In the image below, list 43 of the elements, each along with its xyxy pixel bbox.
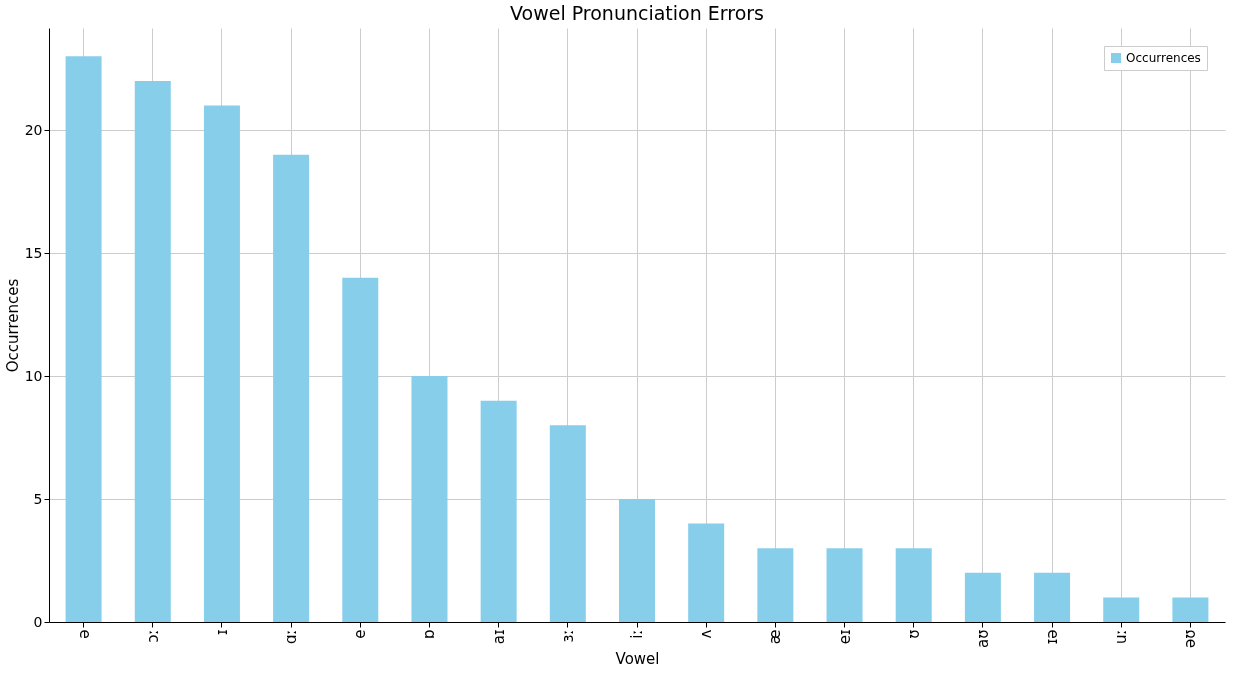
bar [688, 523, 725, 622]
x-tick-label: ɜː [558, 629, 577, 643]
y-axis-title: Occurrences [3, 278, 22, 373]
y-tick-label: 0 [33, 613, 43, 630]
bar [134, 80, 171, 622]
bar [1103, 597, 1140, 622]
bar [203, 105, 240, 622]
bar [964, 572, 1001, 622]
bar [549, 425, 586, 622]
x-tick-label: ɪ [212, 629, 231, 636]
x-tick-label: ɑː [282, 629, 301, 645]
bar [895, 548, 932, 622]
bar [757, 548, 794, 622]
x-tick-label: əʊ [1181, 629, 1200, 648]
x-tick-label: æ [766, 629, 785, 645]
x-tick-label: e [351, 629, 370, 639]
bar [619, 499, 655, 622]
bar [273, 154, 310, 622]
x-tick-label: ʌ [697, 629, 716, 639]
x-axis-title: Vowel [615, 649, 660, 668]
x-tick-label: iː [628, 629, 646, 639]
x-tick-label: uː [1112, 629, 1131, 645]
legend-label: Occurrences [1126, 51, 1201, 65]
x-tick-label: aʊ [973, 629, 992, 648]
bar [411, 376, 448, 622]
y-tick-label: 5 [33, 490, 43, 507]
bar [1172, 597, 1209, 622]
bar [342, 277, 379, 622]
x-tick-label: ʊ [904, 629, 923, 639]
bar [65, 56, 102, 622]
y-tick-label: 15 [24, 244, 43, 261]
bar [826, 548, 863, 622]
y-tick-label: 10 [24, 367, 43, 384]
bar [1034, 572, 1071, 622]
x-tick-label: aɪ [489, 629, 508, 645]
chart-title: Vowel Pronunciation Errors [510, 2, 764, 24]
y-tick-label: 20 [24, 121, 43, 138]
x-tick-label: ɒ [420, 629, 439, 640]
x-tick-label: ə [74, 629, 93, 639]
bar [480, 400, 517, 622]
x-tick-label: ɪə [1043, 629, 1062, 645]
x-tick-label: ɔː [143, 629, 162, 643]
x-tick-label: eɪ [835, 629, 854, 645]
